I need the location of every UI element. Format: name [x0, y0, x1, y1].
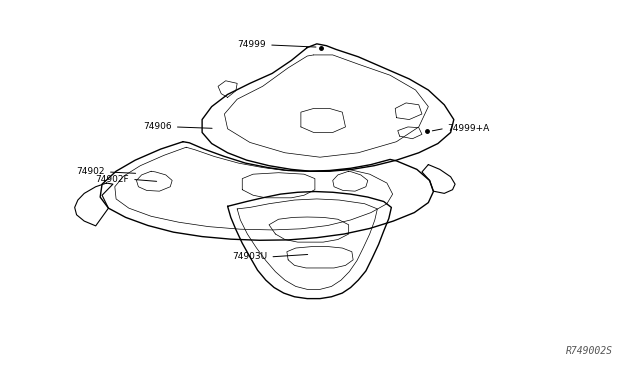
Text: 74902: 74902	[76, 167, 104, 176]
Text: 74906: 74906	[143, 122, 172, 131]
Text: 74902F: 74902F	[95, 175, 129, 184]
Text: 74999+A: 74999+A	[447, 124, 490, 133]
Text: 74999: 74999	[237, 41, 266, 49]
Text: 74903U: 74903U	[232, 252, 268, 262]
Text: R749002S: R749002S	[566, 346, 613, 356]
